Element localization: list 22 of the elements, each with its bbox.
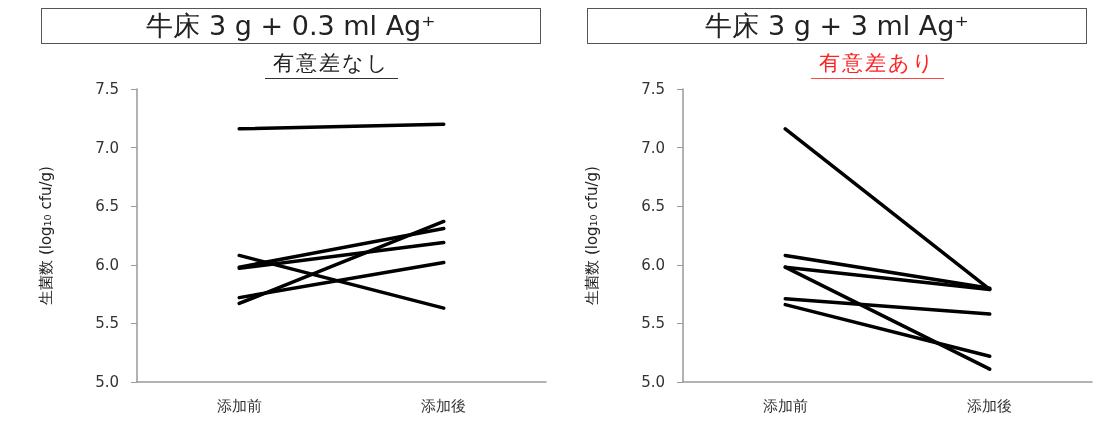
y-axis-title: 生菌数 (log₁₀ cfu/g) — [582, 166, 601, 305]
x-tick-label: 添加後 — [967, 396, 1013, 415]
y-tick-label: 6.5 — [95, 197, 119, 216]
y-tick-label: 5.0 — [95, 373, 119, 391]
y-tick-label: 5.0 — [641, 373, 665, 391]
y-tick-label: 5.5 — [641, 314, 665, 333]
y-tick-label: 7.5 — [95, 80, 119, 98]
y-tick-label: 6.5 — [641, 197, 665, 216]
chart-title: 牛床 3 g + 3 ml Ag⁺ — [587, 8, 1087, 44]
x-tick-label: 添加前 — [762, 396, 808, 415]
chart-subtitle: 有意差あり — [810, 50, 944, 79]
y-tick-label: 6.0 — [641, 255, 665, 274]
y-tick-label: 6.0 — [95, 255, 119, 274]
x-tick-label: 添加前 — [216, 396, 262, 415]
x-tick-label: 添加後 — [421, 396, 467, 415]
y-axis-title: 生菌数 (log₁₀ cfu/g) — [36, 166, 55, 305]
chart-subtitle: 有意差なし — [264, 50, 398, 79]
y-tick-label: 7.0 — [641, 138, 665, 157]
chart-title: 牛床 3 g + 0.3 ml Ag⁺ — [41, 8, 541, 44]
y-tick-label: 7.5 — [641, 80, 665, 98]
y-tick-label: 7.0 — [95, 138, 119, 157]
y-tick-label: 5.5 — [95, 314, 119, 333]
